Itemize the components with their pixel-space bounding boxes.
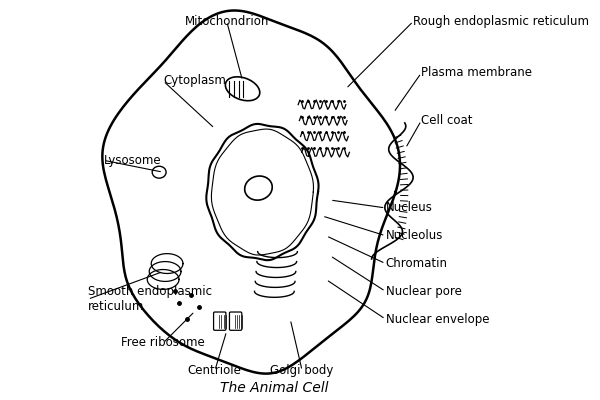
Text: Nuclear pore: Nuclear pore	[386, 285, 461, 298]
Text: Cytoplasm: Cytoplasm	[163, 74, 226, 87]
Text: Cell coat: Cell coat	[421, 114, 473, 127]
Text: Smooth endoplasmic
reticulum: Smooth endoplasmic reticulum	[88, 285, 212, 313]
Text: Golgi body: Golgi body	[271, 364, 334, 377]
Text: Plasma membrane: Plasma membrane	[421, 66, 532, 79]
Text: Mitochondrion: Mitochondrion	[184, 15, 269, 28]
Text: The Animal Cell: The Animal Cell	[220, 381, 329, 395]
Text: Chromatin: Chromatin	[386, 257, 448, 270]
Text: Nucleolus: Nucleolus	[386, 229, 443, 242]
Text: Rough endoplasmic reticulum: Rough endoplasmic reticulum	[413, 15, 589, 28]
Text: Centriole: Centriole	[188, 364, 242, 377]
Text: Nuclear envelope: Nuclear envelope	[386, 313, 489, 326]
Text: Lysosome: Lysosome	[104, 154, 161, 167]
Text: Nucleus: Nucleus	[386, 202, 433, 214]
Text: Free ribosome: Free ribosome	[121, 336, 205, 350]
